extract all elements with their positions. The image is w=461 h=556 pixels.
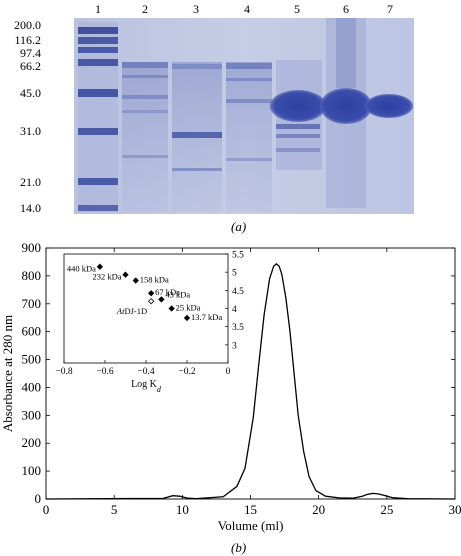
marker-lane	[78, 22, 118, 212]
lane-label: 2	[142, 2, 148, 16]
point-label: 13.7 kDa	[191, 312, 222, 322]
lane-label: 6	[343, 2, 349, 16]
marker-label: 31.0	[20, 124, 41, 138]
inset-x-tick-label: 0	[226, 367, 231, 377]
inset-y-tick-label: 4.5	[232, 287, 244, 297]
inset-y-tick-label: 5.5	[232, 251, 244, 261]
marker-label: 66.2	[20, 59, 41, 73]
sample-point	[147, 298, 155, 305]
y-tick-label: 600	[22, 324, 42, 339]
lysate-lanes	[122, 62, 272, 212]
x-axis-label: Volume (ml)	[218, 518, 284, 533]
inset-y-tick-label: 3	[232, 341, 237, 351]
point-label: 232 kDa	[92, 272, 121, 282]
inset-y-tick-label: 4	[232, 305, 237, 315]
lane-label: 4	[244, 2, 250, 16]
standard-point	[147, 290, 155, 297]
inset-calibration-plot: −0.8 −0.6 −0.4 −0.2 0 3 3.5 4 4.5 5 5.5 440 kDa232…	[55, 251, 244, 394]
lane-label: 5	[294, 2, 300, 16]
inset-y-tick-label: 3.5	[232, 323, 244, 333]
inset-x-label-main: Log K	[131, 379, 158, 390]
marker-label: 97.4	[20, 46, 41, 60]
y-tick-label: 500	[22, 352, 42, 367]
y-tick-label: 100	[22, 463, 42, 478]
inset-frame	[63, 253, 229, 364]
marker-label: 45.0	[20, 86, 41, 100]
inset-x-label-sub: d	[157, 385, 162, 394]
marker-label: 200.0	[14, 18, 41, 32]
y-tick-label: 900	[22, 240, 42, 255]
inset-y-tick-label: 5	[232, 269, 237, 279]
x-tick-label: 0	[43, 502, 50, 517]
point-label: 440 kDa	[67, 264, 96, 274]
x-tick-label: 20	[312, 502, 325, 517]
x-tick-label: 25	[380, 502, 393, 517]
y-tick-label: 400	[22, 379, 42, 394]
panel-a-caption: (a)	[231, 219, 247, 234]
purified-lanes	[270, 18, 413, 208]
marker-label: 21.0	[20, 175, 41, 189]
marker-label: 116.2	[14, 33, 41, 47]
chromatogram-chart: 0 5 10 15 20 25 300100200300400500600700800900…	[0, 240, 461, 533]
y-tick-label: 700	[22, 296, 42, 311]
gel-image	[74, 18, 414, 214]
standard-point	[183, 314, 191, 322]
x-tick-label: 30	[449, 502, 461, 517]
point-label: 158 kDa	[140, 275, 169, 285]
lane-label: 3	[193, 2, 199, 16]
standard-point	[122, 271, 129, 278]
standard-point	[158, 296, 165, 303]
absorbance-trace	[45, 263, 456, 500]
inset-x-axis-label: Log Kd	[131, 379, 162, 394]
inset-x-tick-label: −0.8	[55, 367, 72, 377]
y-tick-label: 300	[22, 407, 42, 422]
x-tick-label: 10	[176, 502, 189, 517]
lane-label: 1	[95, 2, 101, 16]
y-tick-label: 200	[22, 435, 42, 450]
sample-label-rest: DJ-1D	[124, 306, 147, 316]
standard-point	[96, 263, 104, 270]
y-tick-label: 0	[35, 491, 42, 506]
y-tick-label: 800	[22, 268, 42, 283]
y-axis-label: Absorbance at 280 nm	[0, 315, 15, 432]
standard-point	[168, 305, 175, 312]
sample-label-prefix: At	[116, 306, 125, 316]
point-label: 67 kDa	[155, 287, 180, 297]
standard-point	[132, 277, 139, 284]
point-label: 43 kDa	[165, 289, 190, 299]
marker-label: 14.0	[20, 201, 41, 215]
x-tick-label: 15	[244, 502, 257, 517]
point-label: 25 kDa	[176, 303, 201, 313]
x-tick-label: 5	[111, 502, 118, 517]
inset-x-tick-label: −0.4	[137, 367, 154, 377]
panel-b-caption: (b)	[231, 540, 247, 555]
lane-label: 7	[387, 2, 393, 16]
inset-x-tick-label: −0.6	[96, 367, 113, 377]
inset-x-tick-label: −0.2	[178, 367, 195, 377]
point-label: AtDJ-1D	[116, 306, 147, 316]
inset-axes: −0.8 −0.6 −0.4 −0.2 0 3 3.5 4 4.5 5 5.5	[55, 251, 244, 378]
